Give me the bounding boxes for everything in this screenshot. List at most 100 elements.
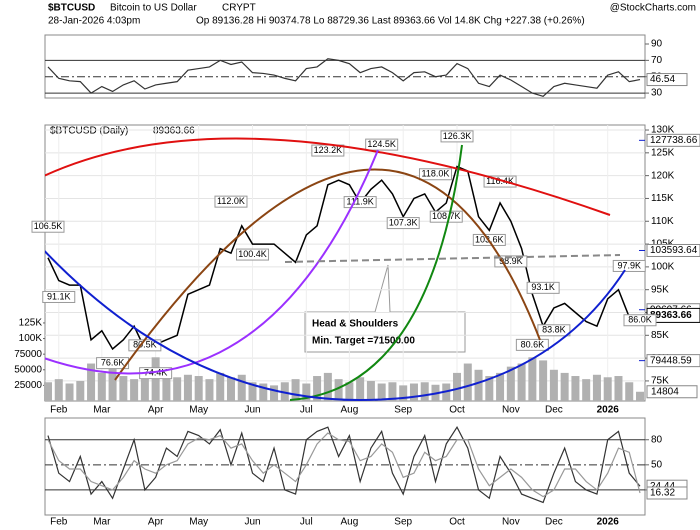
y-tick-label: 95K — [651, 284, 669, 295]
last-value: 46.54 — [650, 74, 675, 85]
callout-box — [304, 311, 466, 353]
symbol: $BTCUSD — [48, 3, 95, 14]
annotation-label: 98.9K — [499, 256, 523, 266]
annotation-box — [418, 168, 452, 181]
annotation-label: 80.6K — [521, 339, 545, 349]
callout-pointer — [374, 264, 391, 313]
annotation-box — [526, 281, 560, 294]
annotation-box — [623, 314, 657, 327]
x-tick-label: May — [189, 405, 208, 416]
x-tick-label: Mar — [93, 517, 111, 528]
x-tick-label: Dec — [545, 405, 563, 416]
annotation-box — [515, 338, 549, 351]
y2-tick-label: 75000 — [14, 349, 42, 360]
volume-bar — [130, 379, 139, 401]
x-tick-label: Jun — [244, 517, 260, 528]
y-tick-label: 110K — [651, 216, 674, 227]
y-tick-label: 70 — [651, 55, 663, 66]
x-tick-label: May — [189, 517, 208, 528]
x-tick-label: Jul — [300, 405, 313, 416]
annotation-box — [96, 357, 130, 370]
date: 28-Jan-2026 4:03pm — [48, 16, 140, 27]
volume-bar — [366, 381, 375, 401]
annotation-label: 126.3K — [443, 131, 472, 141]
volume-bar — [582, 379, 591, 401]
green-arc — [289, 144, 463, 401]
legend-price: $BTCUSD (Daily) — [50, 126, 128, 137]
x-tick-label: Aug — [340, 517, 358, 528]
series-line — [47, 432, 641, 498]
annotation-label: 106.5K — [34, 221, 63, 231]
volume-bar — [345, 382, 354, 401]
annotation-label: 86.0K — [628, 315, 652, 325]
volume-bar — [388, 382, 397, 401]
annotation-box — [494, 255, 528, 268]
y2-tick-label: 25000 — [14, 380, 42, 391]
y-tick-label: 85K — [651, 330, 669, 341]
x-tick-label: Nov — [502, 405, 520, 416]
annotation-label: 100.4K — [238, 249, 267, 259]
volume-bar — [399, 385, 408, 401]
volume-bar — [205, 379, 214, 401]
volume-bar — [356, 377, 365, 401]
volume-bar — [216, 372, 225, 401]
volume-bar — [97, 372, 106, 401]
y-tick-label: 100K — [651, 262, 675, 273]
trend-arcs — [45, 137, 626, 401]
volume-bar — [248, 382, 257, 401]
x-tick-label: Jun — [244, 405, 260, 416]
x-tick-label: Mar — [93, 405, 111, 416]
overlay-value-box — [646, 354, 700, 368]
x-tick-label: Dec — [545, 517, 563, 528]
volume-bar — [560, 372, 569, 401]
callout-title: Head & Shoulders — [312, 319, 399, 330]
volume-bar — [496, 372, 505, 401]
last-value: 24.44 — [650, 481, 675, 492]
volume-bar — [54, 379, 63, 401]
volume-bar — [65, 383, 74, 401]
legend-last: 89363.66 — [153, 126, 195, 137]
quote: Op 89136.28 Hi 90374.78 Lo 88729.36 Last… — [196, 16, 585, 27]
symbol-name: Bitcoin to US Dollar — [110, 3, 197, 14]
x-tick-label: Apr — [148, 405, 164, 416]
volume-bar — [463, 363, 472, 401]
y2-tick-label: 125K — [19, 318, 43, 329]
series-line — [47, 58, 641, 98]
y-tick-label: 115K — [651, 193, 674, 204]
annotation-label: 124.5K — [367, 139, 396, 149]
annotation-label: 93.1K — [531, 282, 555, 292]
annotation-box — [343, 196, 377, 209]
volume-bar — [323, 372, 332, 401]
volume-bar — [108, 366, 117, 401]
y2-tick-label: 50000 — [14, 364, 42, 375]
stoch-panel — [44, 417, 646, 516]
annotation-label: 118.0K — [422, 169, 450, 179]
annotation-box — [214, 195, 248, 208]
annotation-box — [31, 220, 65, 233]
y-tick-label: 75K — [651, 376, 669, 387]
x-tick-label: Apr — [148, 517, 164, 528]
x-tick-label: Feb — [50, 405, 68, 416]
exchange: CRYPT — [222, 3, 256, 14]
volume-bar — [270, 385, 279, 401]
volume-bar — [485, 376, 494, 401]
annotation-box — [537, 324, 571, 337]
y2-tick-label: 100K — [19, 333, 43, 344]
brown-arc — [114, 168, 541, 381]
last-value-box — [646, 73, 688, 87]
annotation-label: 83.8K — [542, 325, 566, 335]
volume-bar — [76, 381, 85, 401]
overlay-value-box — [646, 133, 700, 147]
volume-bar — [506, 366, 515, 401]
purple-arc — [45, 149, 379, 375]
volume-bar — [528, 357, 537, 401]
x-tick-label: Sep — [394, 405, 412, 416]
y-tick-label: 90 — [651, 39, 663, 50]
annotation-box — [440, 130, 474, 143]
neckline — [284, 254, 621, 263]
volume-bar — [162, 372, 171, 401]
overlay-value: 103593.64 — [650, 245, 698, 256]
volume-bar — [539, 360, 548, 401]
credit: @StockCharts.com — [610, 3, 696, 14]
annotation-box — [365, 138, 399, 151]
